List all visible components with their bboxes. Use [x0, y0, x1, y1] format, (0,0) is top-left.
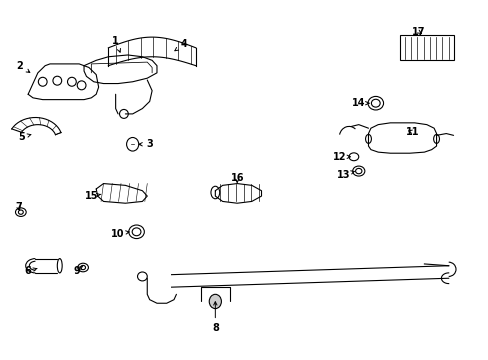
Text: 4: 4: [175, 39, 187, 51]
Text: 9: 9: [73, 266, 83, 276]
Text: 10: 10: [111, 229, 129, 239]
Text: 12: 12: [332, 152, 350, 162]
Text: 5: 5: [19, 132, 31, 142]
Text: 1: 1: [112, 36, 120, 52]
Ellipse shape: [209, 294, 221, 309]
Text: 3: 3: [139, 139, 153, 149]
Text: 6: 6: [25, 266, 37, 276]
Text: 13: 13: [337, 170, 354, 180]
Text: 15: 15: [84, 191, 101, 201]
Text: 2: 2: [17, 61, 30, 72]
Text: 7: 7: [15, 202, 22, 212]
Text: 16: 16: [230, 173, 244, 183]
Text: 17: 17: [411, 27, 425, 37]
Text: 14: 14: [351, 98, 368, 108]
Text: 11: 11: [405, 127, 418, 137]
Text: 8: 8: [211, 302, 218, 333]
